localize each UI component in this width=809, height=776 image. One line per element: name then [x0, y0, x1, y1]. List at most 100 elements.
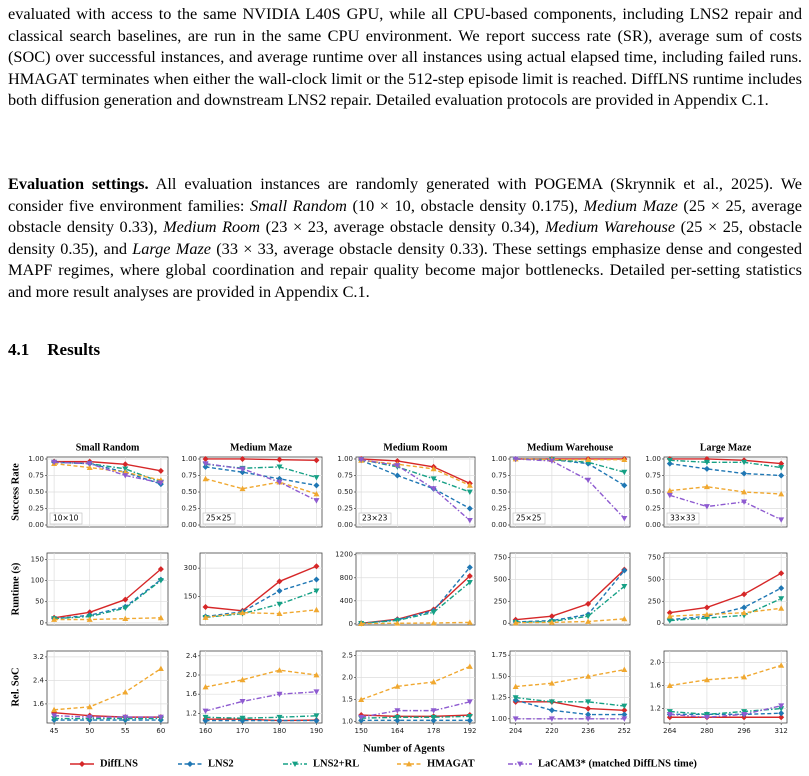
data-point — [157, 566, 164, 573]
x-tick-label: 170 — [236, 727, 249, 735]
plot-area — [199, 552, 323, 626]
data-point — [703, 711, 710, 718]
y-tick-label: 1.00 — [181, 455, 197, 463]
data-point — [703, 465, 710, 472]
data-point — [466, 663, 473, 669]
data-point — [666, 613, 673, 619]
data-point — [466, 579, 473, 586]
y-tick-label: 0.50 — [181, 488, 197, 496]
data-point — [585, 699, 592, 705]
data-point — [276, 456, 283, 463]
text-run: Medium Room — [163, 217, 261, 237]
plot-area — [663, 650, 788, 724]
data-point — [548, 716, 555, 722]
data-point — [741, 489, 748, 495]
data-point — [621, 666, 628, 673]
y-tick-label: 50 — [35, 598, 44, 606]
y-tick-label: 2.0 — [342, 674, 353, 682]
data-point — [157, 614, 164, 621]
x-axis-label: Number of Agents — [363, 743, 444, 754]
legend-marker — [406, 761, 412, 767]
plot-area — [46, 650, 169, 724]
data-point — [358, 696, 365, 702]
plot-area — [509, 552, 631, 626]
series-line — [515, 618, 625, 624]
data-point — [621, 456, 628, 463]
data-point — [512, 456, 519, 462]
data-point — [51, 713, 58, 719]
data-point — [202, 455, 209, 462]
data-point — [741, 673, 748, 680]
y-tick-label: 750 — [494, 553, 507, 561]
y-tick-label: 800 — [340, 574, 353, 582]
data-point — [202, 708, 209, 714]
x-tick-label: 220 — [545, 727, 558, 735]
data-point — [621, 583, 628, 590]
data-point — [239, 609, 246, 616]
data-point — [394, 457, 401, 464]
data-point — [239, 466, 246, 472]
y-tick-label: 1.0 — [342, 718, 353, 726]
data-point — [778, 460, 785, 467]
data-point — [548, 699, 555, 705]
data-point — [466, 619, 473, 625]
data-point — [466, 717, 473, 724]
x-tick-label: 252 — [618, 727, 631, 735]
data-point — [778, 706, 785, 712]
data-point — [585, 716, 592, 722]
legend-label: HMAGAT — [427, 758, 475, 769]
data-point — [394, 472, 401, 479]
y-tick-label: 750 — [648, 553, 661, 561]
series-line — [54, 461, 162, 484]
data-point — [157, 480, 164, 486]
series-line — [669, 572, 782, 614]
data-point — [621, 469, 628, 476]
data-point — [666, 711, 673, 718]
plot-area — [355, 650, 476, 724]
data-point — [466, 573, 473, 580]
legend-label: LNS2 — [208, 758, 234, 769]
series-line — [669, 494, 782, 521]
text-run: Medium Maze — [583, 195, 678, 215]
text-run: Large Maze — [132, 238, 212, 258]
data-point — [466, 505, 473, 512]
text-run: (25 × 25, obstacle density 0.35), and — [8, 217, 802, 258]
legend-marker — [187, 761, 193, 767]
data-point — [239, 715, 246, 722]
figure: Number of Agents 0.000.250.500.751.00Sma… — [10, 442, 788, 769]
data-point — [202, 604, 209, 610]
annotation: 10×10 — [53, 514, 79, 523]
legend-marker — [517, 761, 523, 767]
data-point — [313, 563, 320, 570]
data-point — [741, 609, 748, 616]
legend-label: LaCAM3* (matched DiffLNS time) — [538, 758, 697, 769]
data-point — [666, 457, 673, 464]
y-tick-label: 2.4 — [186, 652, 198, 660]
series-line — [361, 458, 471, 521]
series-line — [515, 569, 625, 621]
data-point — [51, 716, 58, 722]
data-point — [394, 708, 401, 714]
data-point — [394, 683, 401, 689]
y-tick-label: 0.50 — [337, 488, 353, 496]
series-line — [205, 462, 317, 502]
series-line — [669, 707, 782, 716]
data-point — [666, 609, 673, 616]
data-point — [157, 578, 164, 584]
y-tick-label: 0.00 — [337, 521, 353, 529]
data-point — [394, 714, 401, 721]
y-tick-label: 0.00 — [181, 521, 197, 529]
data-point — [122, 461, 129, 468]
annotation-box — [49, 512, 83, 525]
chart-title: Medium Room — [383, 442, 448, 453]
series-line — [205, 590, 317, 619]
data-point — [394, 717, 401, 724]
y-tick-label: 1.00 — [645, 455, 661, 463]
paragraph-heading: Evaluation settings. — [8, 174, 149, 193]
x-tick-label: 60 — [156, 727, 165, 735]
paragraph: evaluated with access to the same NVIDIA… — [8, 4, 802, 110]
data-point — [358, 620, 365, 626]
data-point — [778, 472, 785, 479]
data-point — [778, 585, 785, 592]
series-line — [205, 609, 317, 619]
